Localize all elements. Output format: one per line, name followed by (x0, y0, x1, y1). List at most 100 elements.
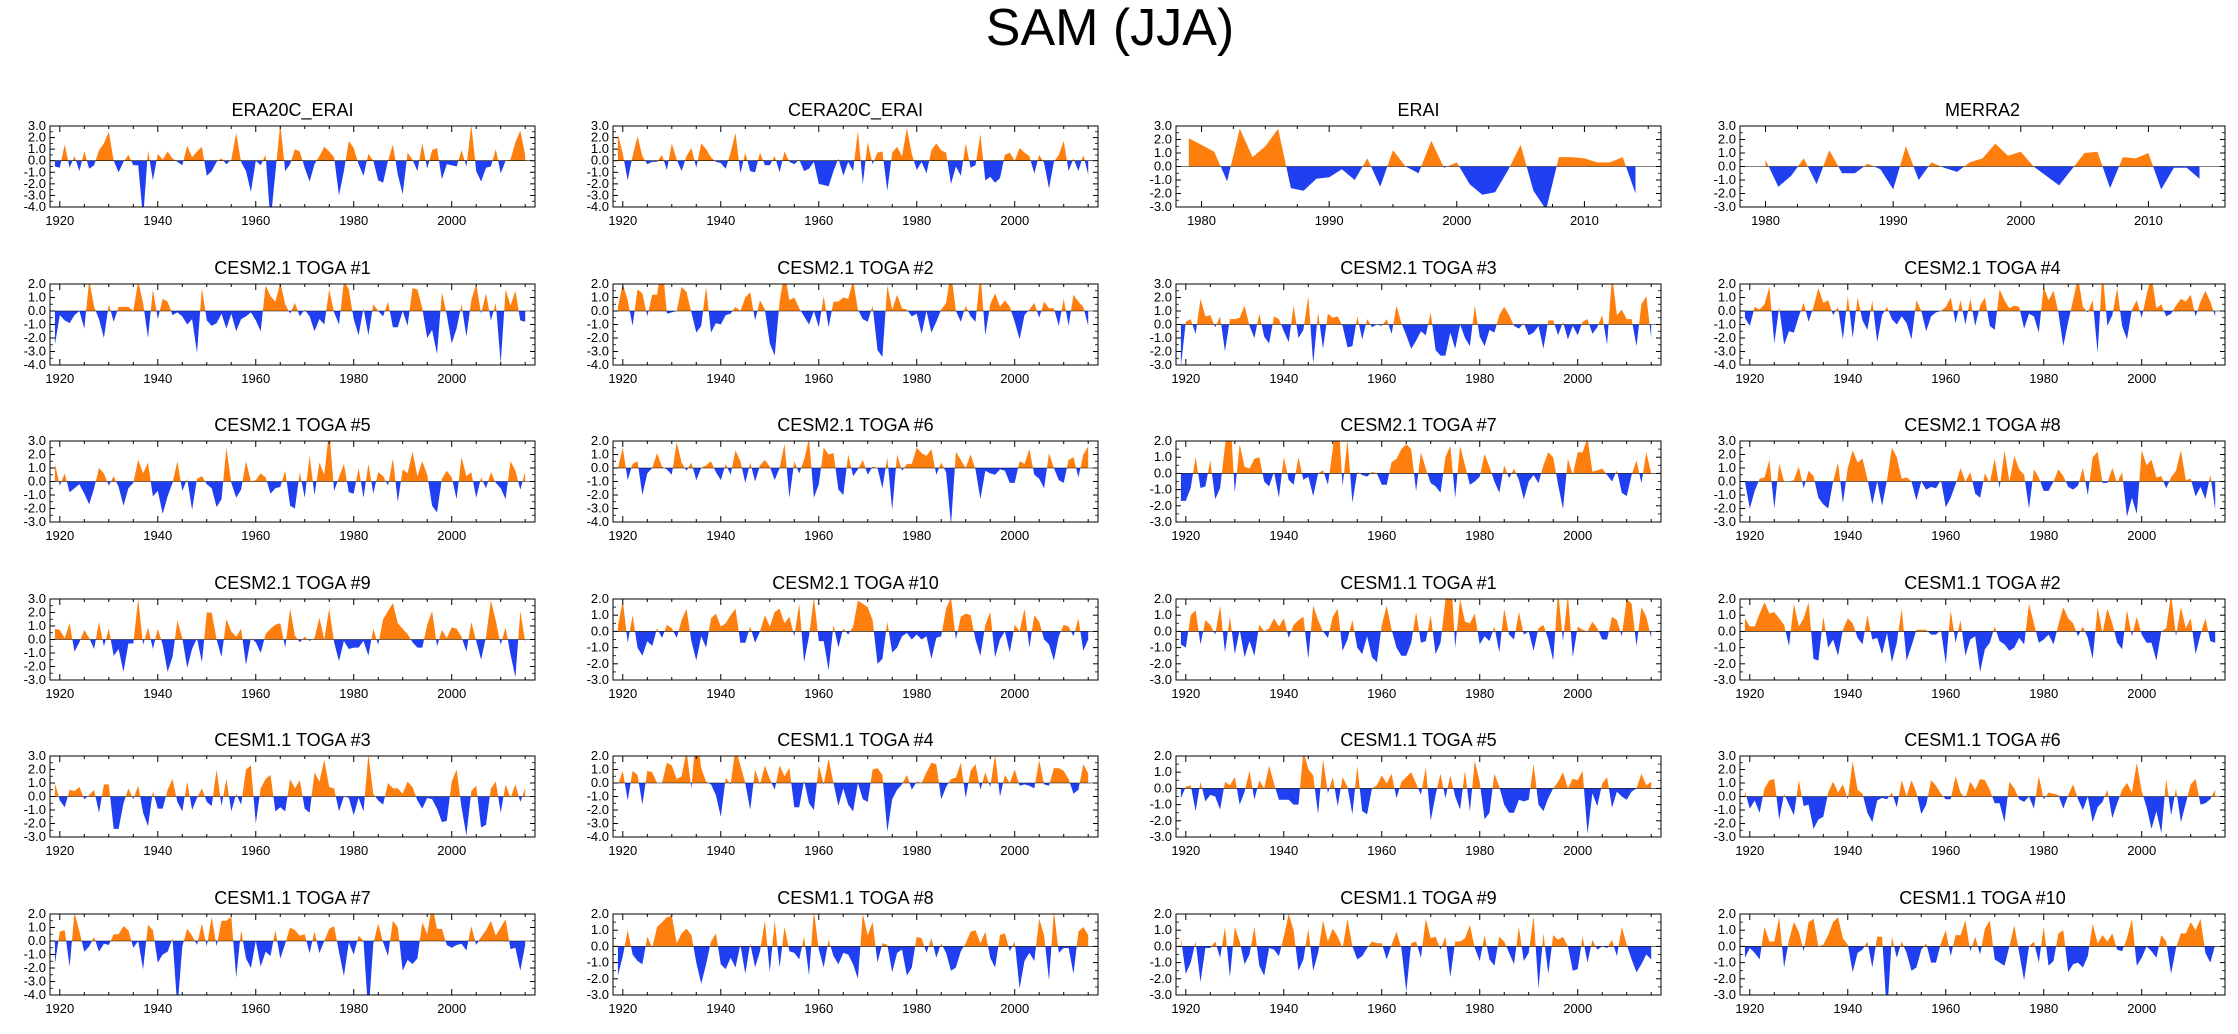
y-tick-label: -3.0 (24, 344, 46, 359)
y-tick-label: 3.0 (28, 748, 46, 763)
y-tick-label: 0.0 (1154, 780, 1172, 795)
y-tick-label: -2.0 (1150, 813, 1172, 828)
negative-area (54, 941, 526, 995)
panel-24: CESM1.1 TOGA #10 2.01.00.0 -1.0-2.0-3.0192… (1714, 888, 2226, 1016)
panel-14: CESM2.1 TOGA #10 2.01.00.0 -1.0-2.0-3.0192… (587, 573, 1099, 701)
y-tick-label: 2.0 (591, 276, 609, 291)
x-tick-label: 1940 (1269, 1001, 1298, 1016)
y-tick-label: 3.0 (1718, 118, 1736, 133)
y-tick-label: -2.0 (1714, 186, 1736, 201)
y-tick-label: 0.0 (591, 775, 609, 790)
y-tick-label: 0.0 (1154, 623, 1172, 638)
x-tick-label: 1960 (804, 528, 833, 543)
y-tick-label: 2.0 (28, 130, 46, 145)
x-tick-label: 1940 (143, 686, 172, 701)
x-tick-label: 1960 (1367, 843, 1396, 858)
y-tick-label: -1.0 (587, 474, 609, 489)
negative-area (1785, 631, 2216, 672)
y-tick-label: 1.0 (28, 460, 46, 475)
y-tick-label: -1.0 (1150, 955, 1172, 970)
x-tick-label: 1940 (143, 528, 172, 543)
x-tick-label: 1980 (2029, 371, 2058, 386)
x-tick-label: 1960 (1931, 371, 1960, 386)
y-tick-label: 0.0 (591, 153, 609, 168)
y-tick-label: -3.0 (1150, 514, 1172, 529)
x-tick-label: 2000 (1563, 371, 1592, 386)
x-tick-label: 1920 (1735, 528, 1764, 543)
y-tick-label: -1.0 (1714, 317, 1736, 332)
y-tick-label: -3.0 (1714, 344, 1736, 359)
y-tick-label: -3.0 (24, 514, 46, 529)
y-tick-label: 0.0 (1154, 159, 1172, 174)
x-tick-label: 1920 (1171, 1001, 1200, 1016)
y-tick-label: 2.0 (1718, 591, 1736, 606)
x-tick-label: 1920 (45, 371, 74, 386)
panel-3: ERAI 3.02.01.00.0-1.0-2.0-3.0 1980 1990 2000… (1150, 100, 1662, 228)
x-tick-label: 1920 (1735, 843, 1764, 858)
negative-area (1180, 324, 1652, 365)
y-tick-label: -1.0 (24, 947, 46, 962)
x-tick-label: 1920 (608, 528, 637, 543)
x-tick-label: 1940 (706, 843, 735, 858)
x-tick-label: 1920 (608, 371, 637, 386)
y-tick-label: 0.0 (28, 153, 46, 168)
y-tick-label: 0.0 (1718, 474, 1736, 489)
y-tick-label: 0.0 (1154, 938, 1172, 953)
positive-area (1180, 284, 1652, 325)
panel-15: CESM1.1 TOGA #1 2.01.00.0 -1.0-2.0-3.01920… (1150, 573, 1662, 701)
y-tick-label: -1.0 (1714, 955, 1736, 970)
x-tick-label: 1920 (45, 1001, 74, 1016)
y-tick-label: -2.0 (1714, 330, 1736, 345)
x-tick-label: 2000 (437, 371, 466, 386)
x-tick-label: 2000 (437, 528, 466, 543)
x-tick-label: 1980 (902, 843, 931, 858)
plot-frame (49, 913, 536, 996)
x-tick-label: 1960 (241, 686, 270, 701)
x-tick-label: 1980 (902, 528, 931, 543)
y-tick-label: 1.0 (1718, 775, 1736, 790)
y-tick-label: 2.0 (1154, 906, 1172, 921)
x-tick-label: 1980 (902, 371, 931, 386)
x-tick-label: 2000 (437, 1001, 466, 1016)
x-tick-label: 1960 (804, 1001, 833, 1016)
y-tick-label: -2.0 (1714, 656, 1736, 671)
y-tick-label: -4.0 (587, 357, 609, 372)
panel-title: CESM2.1 TOGA #10 (772, 573, 938, 593)
x-tick-label: 1980 (1465, 843, 1494, 858)
x-tick-label: 1960 (804, 686, 833, 701)
panel-title: CESM1.1 TOGA #5 (1340, 730, 1496, 750)
y-tick-label: 1.0 (28, 290, 46, 305)
y-tick-label: -2.0 (587, 656, 609, 671)
y-tick-label: 0.0 (1718, 789, 1736, 804)
x-tick-label: 1960 (804, 371, 833, 386)
negative-area (54, 639, 526, 678)
y-tick-label: 3.0 (1154, 276, 1172, 291)
y-tick-label: -2.0 (1150, 498, 1172, 513)
x-tick-label: 1960 (1367, 686, 1396, 701)
x-tick-label: 1960 (1367, 1001, 1396, 1016)
x-tick-label: 2000 (1000, 1001, 1029, 1016)
y-tick-label: 2.0 (591, 433, 609, 448)
x-tick-label: 1940 (1269, 686, 1298, 701)
panel-title: CESM2.1 TOGA #7 (1340, 415, 1496, 435)
y-tick-label: 1.0 (1718, 607, 1736, 622)
y-tick-label: 1.0 (591, 607, 609, 622)
y-tick-label: 1.0 (591, 141, 609, 156)
x-tick-label: 1990 (1879, 213, 1908, 228)
y-tick-label: -3.0 (587, 816, 609, 831)
positive-area (1744, 447, 2216, 482)
x-tick-label: 1920 (1171, 528, 1200, 543)
y-tick-label: 1.0 (591, 290, 609, 305)
y-tick-label: 1.0 (1154, 922, 1172, 937)
y-tick-label: -3.0 (1714, 987, 1736, 1002)
panel-title: CESM1.1 TOGA #8 (777, 888, 933, 908)
panel-title: CESM2.1 TOGA #6 (777, 415, 933, 435)
x-tick-label: 1980 (2029, 1001, 2058, 1016)
x-tick-label: 2000 (437, 843, 466, 858)
x-tick-label: 2000 (1563, 843, 1592, 858)
panel-5: CESM2.1 TOGA #1 2.01.00.0-1.0-2.0-3.0-4.0… (24, 258, 536, 386)
negative-area (1180, 631, 1652, 663)
x-tick-label: 1960 (241, 1001, 270, 1016)
y-tick-label: -2.0 (587, 487, 609, 502)
y-tick-label: 2.0 (1718, 276, 1736, 291)
